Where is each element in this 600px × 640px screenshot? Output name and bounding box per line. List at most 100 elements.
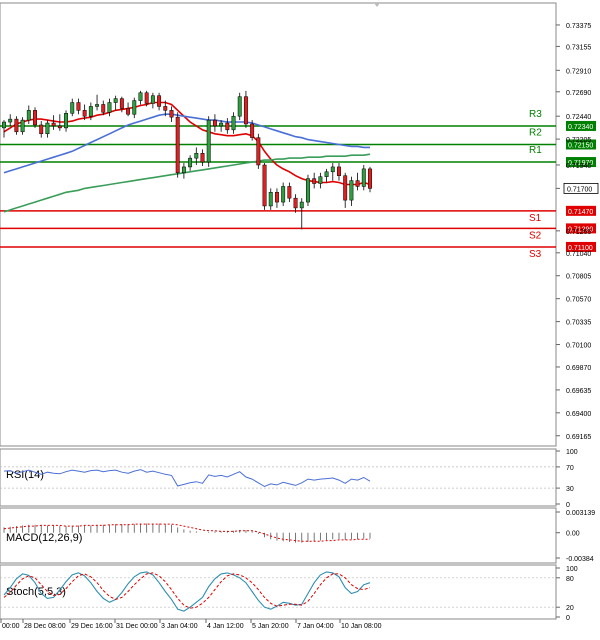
candle-body [343,175,348,201]
stoch-d-line [3,572,371,609]
macd-series: 0.003139 0.00 -0.00384 [3,510,595,563]
macd-panel: MACD(12,26,9) [0,507,557,564]
level-price-label: 0.72150 [568,142,593,149]
y-tick-label: 0.73155 [566,44,591,51]
candle-body [287,186,292,199]
candle-body [76,102,81,111]
y-tick-label: 0.70570 [566,297,591,304]
x-tick-label: 10 Jan 08:00 [341,623,382,630]
stoch-panel-frame [0,564,557,620]
macd-panel-frame [0,507,557,564]
y-tick-label: 0.69400 [566,411,591,418]
candle-body [57,125,62,129]
rsi-panel-frame [0,448,557,507]
y-tick-label: 0.72440 [566,114,591,121]
level-name-s3: S3 [529,249,542,260]
x-tick-label: 31 Dec 00:00 [116,623,158,630]
candle-body [299,201,304,209]
y-tick-label: 0.70335 [566,320,591,327]
y-tick-label: 0.71040 [566,251,591,258]
candle-body [64,113,68,129]
level-price-box [566,139,596,150]
candle-body [361,168,366,187]
candle-body [169,110,174,118]
candle-body [107,102,112,113]
candle-body [219,122,224,127]
macd-tick-label: -0.00384 [566,556,594,563]
candle-body [157,95,162,107]
candle-body [324,171,329,177]
current-price-box [563,182,599,194]
rsi-tick-label: 0 [566,502,570,509]
candle-body [206,119,211,163]
support-resistance-levels: R3 0.72340 R2 0.72150 R1 0.71970 S1 0.71470 S2 0.… [0,109,596,260]
y-tick-label: 0.73375 [566,23,591,30]
x-tick-label: 29 Dec 16:00 [71,623,113,630]
candle-body [126,108,131,115]
scroll-marker [374,3,380,7]
candle-body [194,153,199,159]
macd-tick-label: 0.003139 [566,510,595,517]
y-tick-label: 0.69165 [566,434,591,441]
candle-body [82,110,87,117]
candle-body [88,106,93,117]
y-tick-label: 0.72690 [566,90,591,97]
candle-body [175,116,180,174]
candle-body [368,168,372,189]
y-tick-label: 0.71940 [566,163,591,170]
x-tick-label: 4 Jan 12:00 [207,623,244,630]
level-price-box [566,223,596,234]
candle-body [262,164,267,207]
y-tick-label: 0.71265 [566,229,591,236]
x-tick-label: 5 Jan 20:00 [252,623,289,630]
level-price-label: 0.71290 [568,226,593,233]
candle-body [256,137,261,166]
level-price-box [566,120,596,131]
level-name-r3: R3 [529,109,542,120]
price-panel-frame [0,2,557,447]
candle-body [355,180,360,187]
level-name-r1: R1 [529,145,542,156]
current-price-label: 0.71700 [567,186,592,193]
candle-body [268,192,273,207]
level-name-r2: R2 [529,127,542,138]
candle-body [101,104,106,113]
stoch-tick-label: 100 [566,566,578,573]
macd-signal-line [3,523,370,542]
candle-body [274,192,279,203]
level-price-label: 0.71470 [568,209,593,216]
candle-body [8,118,13,123]
candle-body [243,96,248,125]
price-panel [0,2,557,447]
x-tick-label: 00:00 [2,623,20,630]
candle-body [330,166,335,173]
candle-body [163,106,168,111]
rsi-tick-label: 100 [566,449,578,456]
stoch-tick-label: 80 [566,576,574,583]
candle-body [231,115,236,131]
candle-body [70,102,75,114]
candle-body [113,98,118,103]
level-price-label: 0.72340 [568,124,593,131]
candlesticks [2,90,372,230]
level-name-s2: S2 [529,230,542,241]
rsi-series: 100 70 30 0 [0,449,578,509]
candle-body [250,123,255,138]
level-price-box [566,205,596,216]
rsi-tick-label: 70 [566,465,574,472]
y-tick-label: 0.70100 [566,343,591,350]
stoch-panel: Stoch(5,5,3) [0,564,557,620]
candle-body [33,110,37,126]
candle-body [144,92,149,104]
x-tick-label: 28 Dec 08:00 [24,623,66,630]
y-tick-label: 0.70805 [566,274,591,281]
candle-body [26,110,31,121]
candle-body [20,119,25,133]
ma-line-blue [3,113,370,174]
candle-body [237,96,242,117]
ma-line-green [3,153,371,213]
candle-body [318,176,323,184]
candle-body [293,197,298,209]
stoch-tick-label: 0 [566,615,570,622]
